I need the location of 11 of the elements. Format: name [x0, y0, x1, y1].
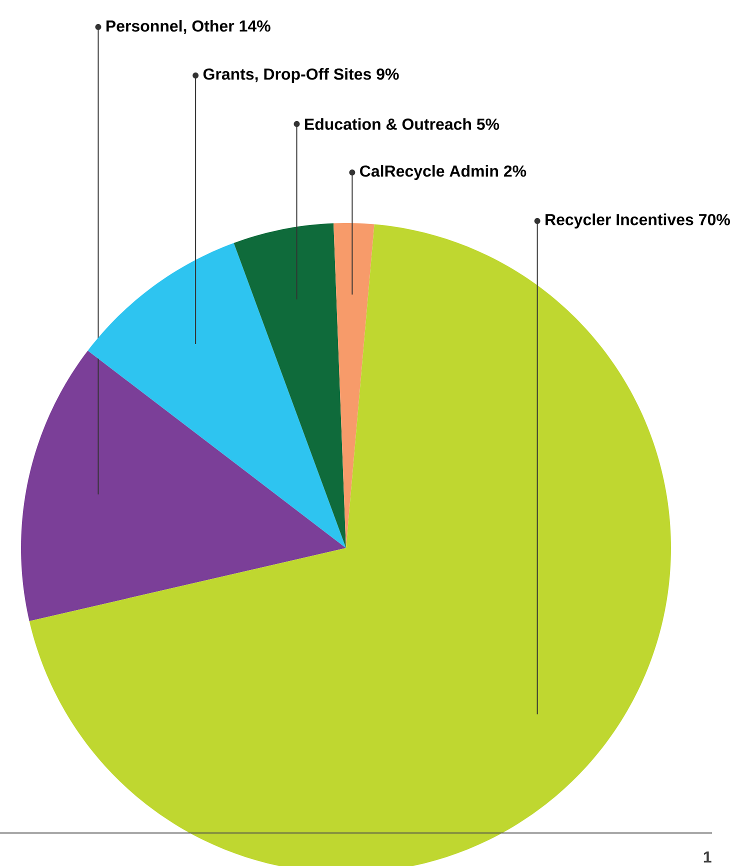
data-label: 9%: [376, 68, 399, 80]
slice-label: Education & Outreach: [305, 118, 471, 130]
slice-label: Recycler Incentives: [546, 214, 694, 228]
data-label: 70%: [699, 214, 730, 226]
slice-label: Personnel, Other: [106, 20, 234, 34]
text: 1: [704, 851, 712, 862]
data-label: 2%: [504, 165, 526, 177]
slice-label: Grants, Drop-Off Sites: [203, 68, 371, 83]
slice-label: CalRecycle Admin: [360, 165, 498, 180]
data-label: 14%: [240, 20, 270, 32]
data-label: 5%: [476, 118, 500, 130]
